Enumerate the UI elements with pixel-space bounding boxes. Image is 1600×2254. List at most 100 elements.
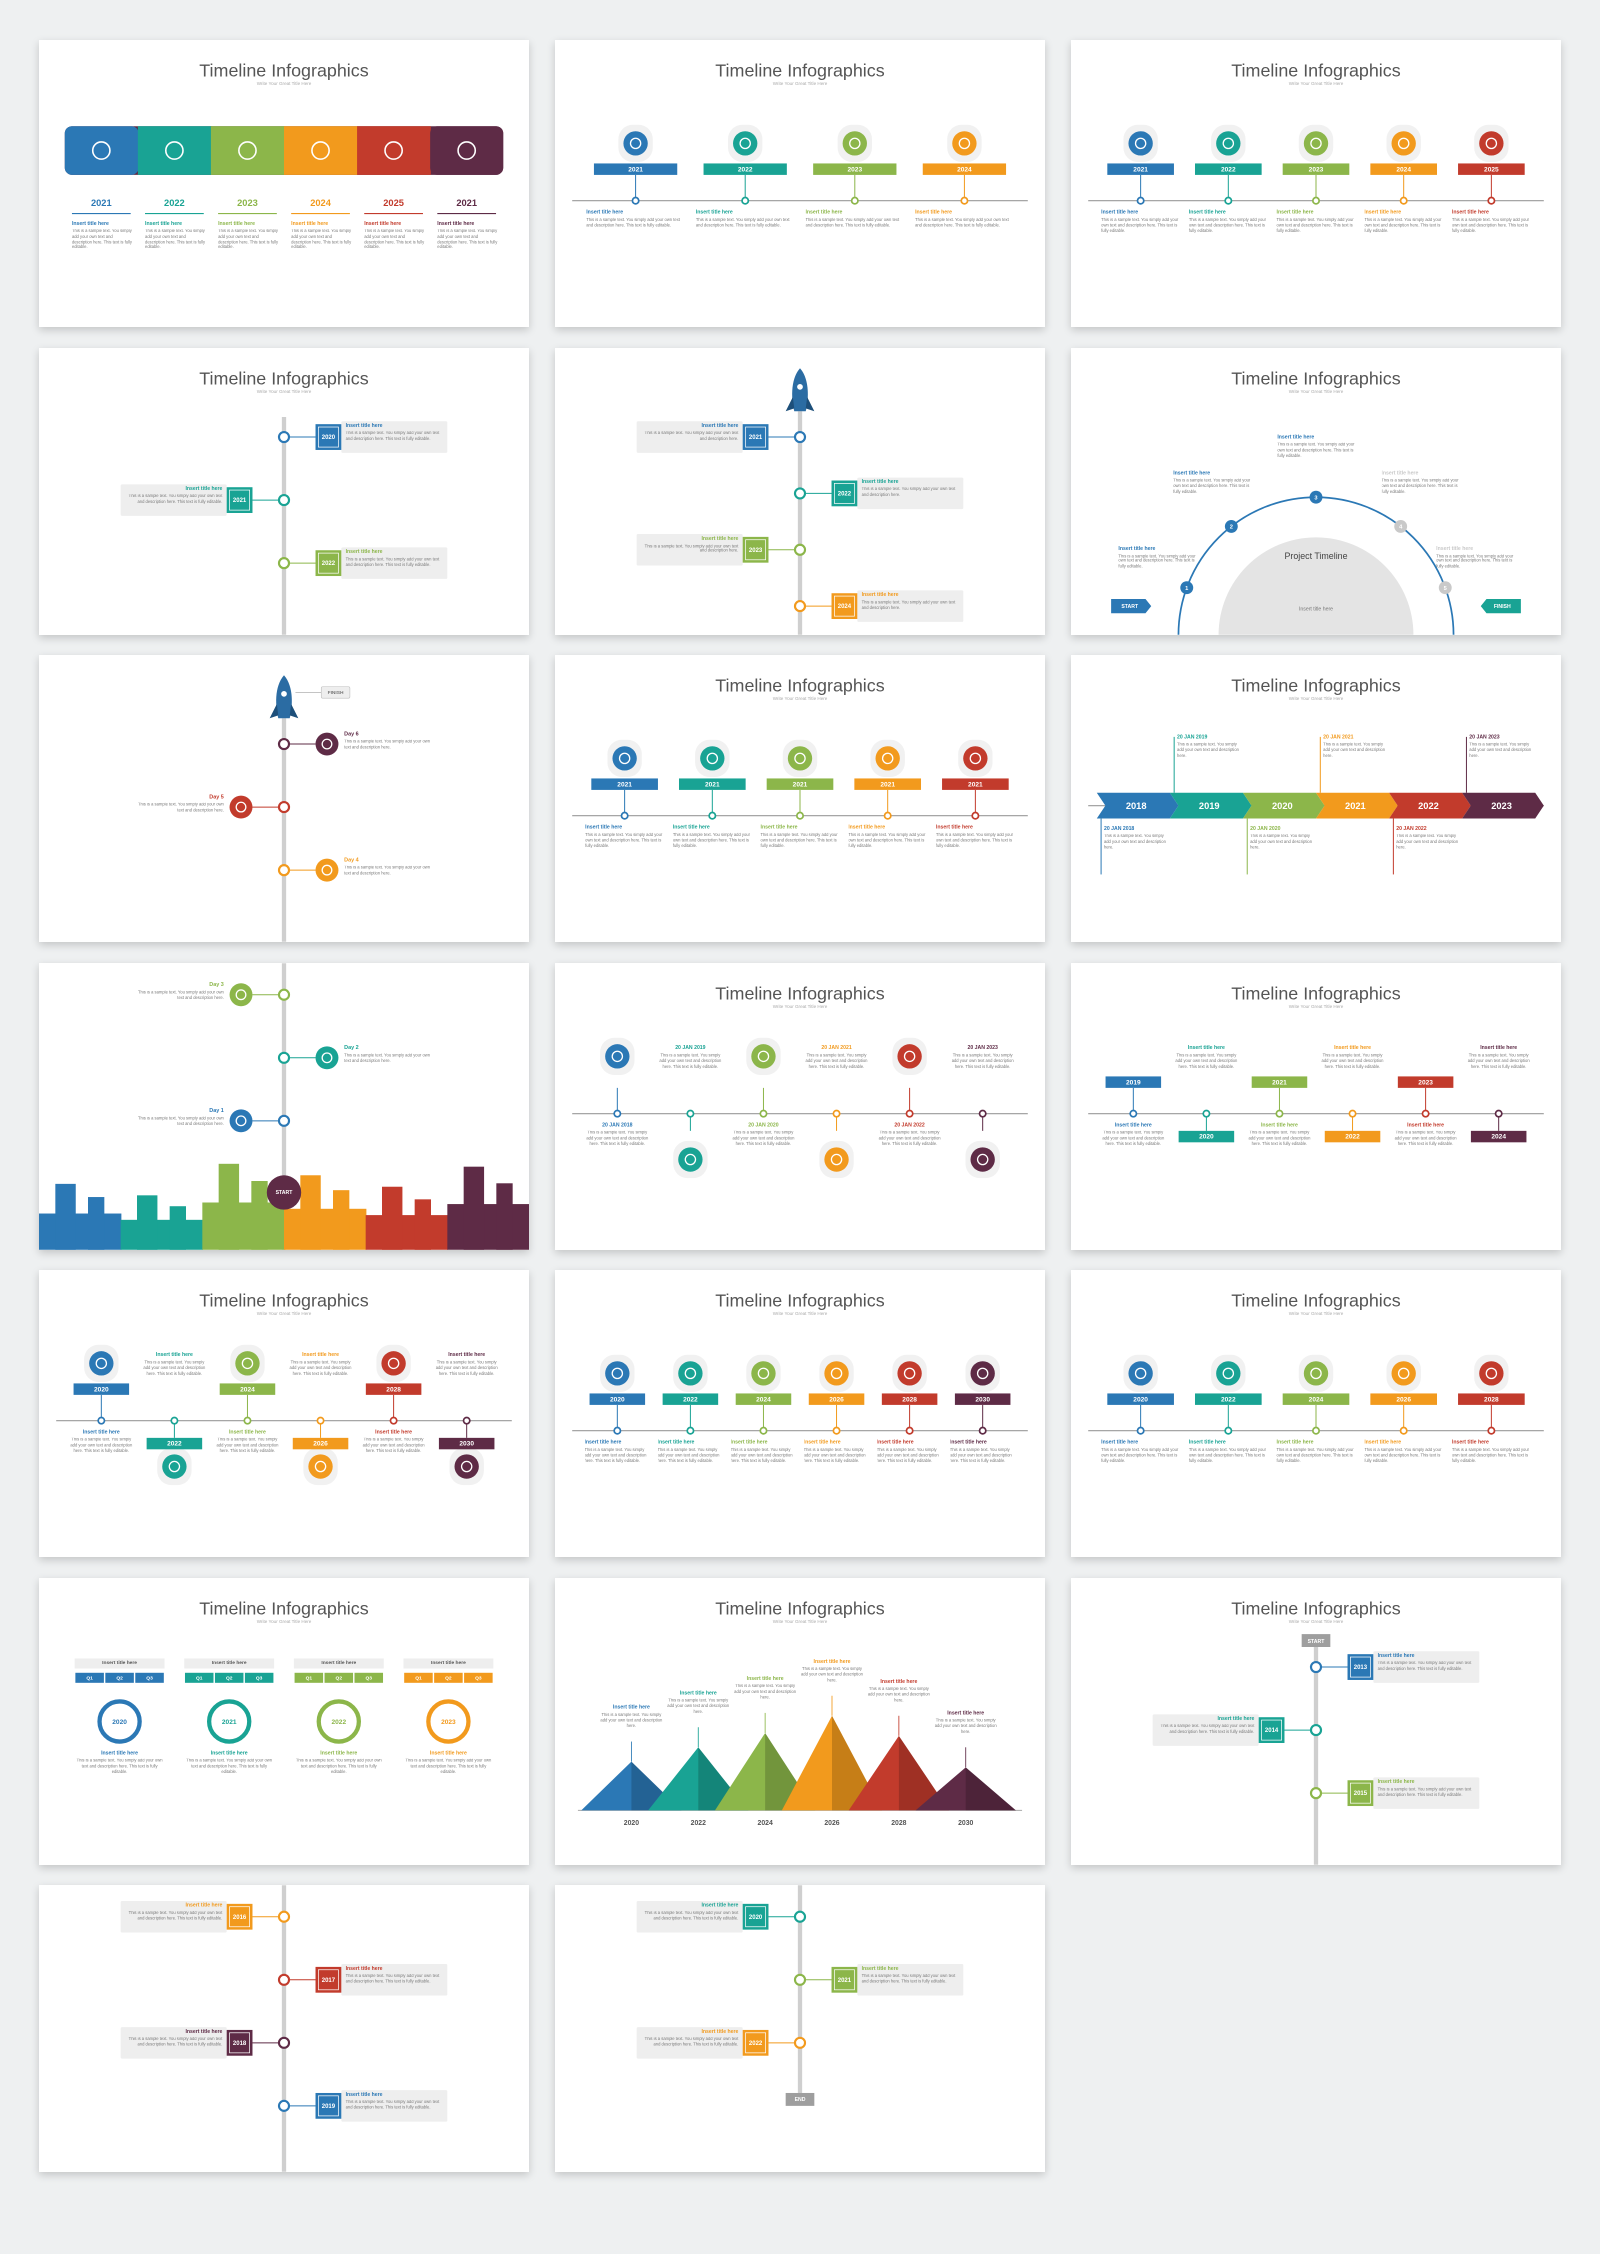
timeline-dot bbox=[741, 196, 750, 205]
item-title: Insert title here bbox=[1114, 1121, 1152, 1128]
year-ring bbox=[206, 1698, 252, 1744]
band-cell bbox=[430, 126, 504, 175]
item-text-box: This is a sample text. You simply add yo… bbox=[1452, 1448, 1529, 1463]
icon-glyph bbox=[881, 752, 894, 765]
item-text-box: This is a sample text. You simply add yo… bbox=[72, 229, 132, 249]
year-label: 2022 bbox=[167, 1441, 182, 1448]
slide-title: Timeline Infographics bbox=[715, 1290, 884, 1310]
item-text-box: This is a sample text. You simply add yo… bbox=[1378, 1787, 1472, 1797]
item-title: Insert title here bbox=[302, 1351, 339, 1358]
item-title: Insert title here bbox=[760, 824, 798, 831]
skyline-tower bbox=[137, 1194, 158, 1250]
item-text: This is a sample text. You simply add yo… bbox=[345, 430, 440, 441]
item-title-box: Insert title here bbox=[696, 209, 733, 215]
timeline-dot bbox=[708, 811, 717, 820]
item-title: Insert title here bbox=[320, 1749, 358, 1756]
item-text: This is a sample text. You simply add yo… bbox=[1173, 478, 1251, 494]
item-text: This is a sample text. You simply add yo… bbox=[1323, 742, 1386, 758]
item-title-box: Insert title here bbox=[701, 422, 739, 428]
item-text-box: This is a sample text. You simply add yo… bbox=[346, 2100, 440, 2110]
item-text: This is a sample text. You simply add yo… bbox=[362, 1437, 425, 1453]
item-title-box: Insert title here bbox=[747, 1675, 784, 1681]
item-date: 20 JAN 2021 bbox=[1323, 734, 1354, 740]
item-text: This is a sample text. You simply add yo… bbox=[934, 1718, 997, 1734]
skyline-tower bbox=[88, 1196, 105, 1250]
icon-glyph bbox=[165, 141, 184, 160]
year-tag bbox=[1105, 1075, 1162, 1088]
year-label: 2020 bbox=[1272, 801, 1293, 811]
arc-center bbox=[1218, 536, 1414, 635]
step-dot bbox=[1309, 490, 1323, 504]
item-title-box: Insert title here bbox=[814, 1658, 851, 1664]
item-text-box: This is a sample text. You simply add yo… bbox=[145, 229, 205, 249]
timeline-dot bbox=[170, 1416, 179, 1425]
item-title: Insert title here bbox=[657, 1439, 695, 1446]
year-label: 2023 bbox=[1491, 801, 1512, 811]
timeline-dot bbox=[1224, 196, 1233, 205]
slide-title: Timeline Infographics bbox=[1231, 1598, 1400, 1618]
icon-circle bbox=[229, 982, 253, 1006]
item-date: 20 JAN 2022 bbox=[894, 1121, 925, 1128]
icon-circle bbox=[700, 746, 725, 771]
timeline-dot bbox=[1275, 1109, 1284, 1118]
year-label: 2016 bbox=[233, 1915, 247, 1921]
icon-glyph bbox=[706, 752, 719, 765]
item-card bbox=[636, 533, 743, 566]
year-label: 2024 bbox=[1309, 1396, 1324, 1403]
timeline-dot bbox=[277, 2099, 291, 2112]
year-label: 2018 bbox=[1126, 801, 1147, 811]
day-label-box: Day 2 bbox=[344, 1044, 359, 1050]
item-text-box: This is a sample text. You simply add yo… bbox=[1189, 1448, 1266, 1463]
item-title: Insert title here bbox=[701, 422, 739, 428]
timeline-dot bbox=[277, 737, 291, 751]
item-title: Insert title here bbox=[861, 478, 899, 485]
timeline-dot bbox=[793, 2036, 807, 2049]
item-text: This is a sample text. You simply add yo… bbox=[672, 832, 750, 848]
item-title-box: Insert title here bbox=[1452, 1439, 1489, 1445]
icon-circle bbox=[612, 746, 637, 771]
slide-title: Timeline Infographics bbox=[199, 60, 368, 80]
skyline-tower bbox=[414, 1198, 431, 1250]
icon-glyph bbox=[976, 1367, 989, 1380]
timeline-dot bbox=[277, 1114, 291, 1127]
year-label: 2022 bbox=[1221, 1396, 1236, 1403]
item-title: Insert title here bbox=[345, 2091, 383, 2098]
item-title-box: Insert title here bbox=[731, 1439, 768, 1445]
slide-title: Timeline Infographics bbox=[1231, 60, 1400, 80]
item-title-box: Insert title here bbox=[1378, 1652, 1415, 1658]
quarter-label: Q2 bbox=[226, 1675, 233, 1681]
item-title-box: Insert title here bbox=[430, 1750, 467, 1756]
slide: 2016 Insert title here This is a sample te… bbox=[39, 1885, 529, 2172]
item-text-box: This is a sample text. You simply add yo… bbox=[1101, 218, 1178, 233]
item-header-box: Insert title here bbox=[211, 1659, 247, 1666]
item-text-box: This is a sample text. You simply add yo… bbox=[344, 866, 430, 876]
rocket-window bbox=[281, 691, 287, 697]
timeline-dot bbox=[277, 988, 291, 1001]
quarter-label: Q2 bbox=[445, 1675, 452, 1681]
year-box bbox=[742, 2029, 769, 2056]
icon-glyph bbox=[757, 1050, 770, 1062]
item-text: This is a sample text. You simply add yo… bbox=[143, 1360, 206, 1376]
quarter-label: Q3 bbox=[146, 1675, 153, 1681]
item-text: This is a sample text. You simply add yo… bbox=[345, 1974, 440, 1984]
item-header: Insert title here bbox=[211, 1659, 247, 1666]
slide-subtitle: Write Your Great Title Here bbox=[1289, 1619, 1344, 1624]
item-title: Insert title here bbox=[1277, 433, 1315, 440]
item-title-box: Insert title here bbox=[346, 422, 383, 428]
item-date: 20 JAN 2020 bbox=[1250, 825, 1281, 832]
item-text: This is a sample text. You simply add yo… bbox=[949, 1447, 1012, 1463]
start-label: START bbox=[276, 1190, 294, 1196]
slide-subtitle: Write Your Great Title Here bbox=[257, 1619, 312, 1624]
arrow-segment bbox=[1169, 792, 1252, 819]
mountain bbox=[781, 1715, 883, 1810]
header-bar bbox=[184, 1657, 275, 1668]
year-label: 2024 bbox=[957, 166, 972, 173]
icon-glyph bbox=[830, 1367, 843, 1380]
item-title-box: Insert title here bbox=[211, 1750, 248, 1756]
item-title: Insert title here bbox=[145, 220, 182, 227]
icon-glyph bbox=[684, 1367, 697, 1380]
year-label: 2013 bbox=[1354, 1665, 1368, 1671]
day-label: Day 6 bbox=[344, 731, 359, 737]
item-text: This is a sample text. You simply add yo… bbox=[295, 1758, 382, 1774]
